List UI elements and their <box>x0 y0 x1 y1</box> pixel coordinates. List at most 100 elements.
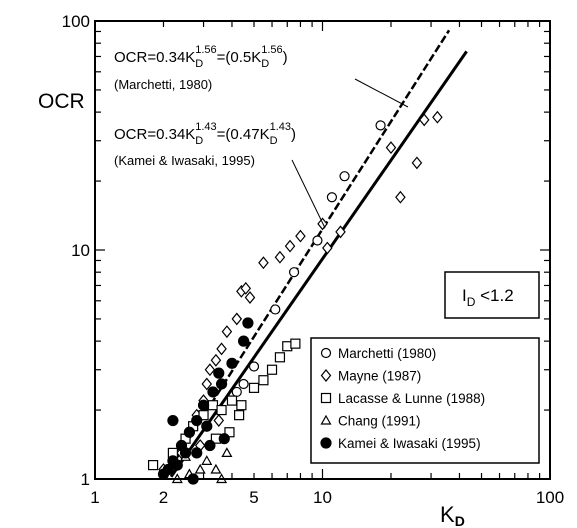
legend-marker <box>320 414 332 425</box>
marchetti-eq-mid: =(0.5K <box>217 49 262 66</box>
data-point-marchetti-1980 <box>231 386 242 398</box>
x-tick-label: 2 <box>159 488 168 507</box>
kamei-leader-line <box>291 159 326 229</box>
condition-label: ID <1.2 <box>462 286 514 309</box>
kamei-source: (Kamei & Iwasaki, 1995) <box>114 153 255 168</box>
kamei-eq-suffix: ) <box>291 126 296 143</box>
legend: Marchetti (1980) Mayne (1987) Lacasse & Lu… <box>310 337 540 464</box>
y-tick-label: 10 <box>71 241 90 260</box>
x-tick-label: 1 <box>90 488 99 507</box>
kamei-eq-sup1: 1.43 <box>195 121 216 133</box>
data-point-mayne-1987 <box>221 325 233 339</box>
condition-suffix: <1.2 <box>475 286 513 305</box>
legend-label: Chang (1991) <box>338 414 421 429</box>
legend-entry-marchetti-1980: Marchetti (1980) <box>320 346 436 361</box>
data-point-mayne-1987 <box>231 312 243 326</box>
data-point-lacasse-lunne-1988 <box>274 352 286 363</box>
condition-box <box>444 271 540 319</box>
marchetti-eq-suffix: ) <box>283 49 288 66</box>
data-point-lacasse-lunne-1988 <box>234 410 245 421</box>
data-point-kamei-iwasaki-1995 <box>197 399 210 411</box>
data-point-mayne-1987 <box>244 291 256 304</box>
kamei-eq-sub1: D <box>195 135 203 147</box>
legend-marker <box>320 369 332 382</box>
data-point-lacasse-lunne-1988 <box>226 395 238 406</box>
x-tick-label: 100 <box>536 488 564 507</box>
data-point-kamei-iwasaki-1995 <box>213 367 225 379</box>
data-point-marchetti-1980 <box>375 120 386 131</box>
data-point-lacasse-lunne-1988 <box>248 382 260 393</box>
data-point-lacasse-lunne-1988 <box>236 400 247 411</box>
series-kamei-iwasaki-1995 <box>157 317 254 485</box>
marchetti-leader-line <box>354 78 409 108</box>
axis-ticks: 1 2 5 10 100 1 10 100 <box>62 12 565 507</box>
data-point-mayne-1987 <box>204 363 216 377</box>
data-point-lacasse-lunne-1988 <box>216 404 227 416</box>
legend-label: Kamei & Iwasaki (1995) <box>338 436 481 451</box>
kamei-equation: OCR=0.34KD1.43=(0.47KD1.43) <box>114 121 296 147</box>
condition-sub: D <box>467 295 476 309</box>
kamei-eq-mid: =(0.47K <box>217 126 270 143</box>
legend-marker <box>320 392 332 404</box>
data-point-lacasse-lunne-1988 <box>290 338 301 349</box>
legend-label: Lacasse & Lunne (1988) <box>338 391 485 406</box>
marchetti-eq-sub2: D <box>261 58 269 70</box>
legend-frame <box>310 337 540 464</box>
data-point-mayne-1987 <box>385 141 397 155</box>
data-point-mayne-1987 <box>216 342 227 356</box>
data-point-marchetti-1980 <box>238 378 249 390</box>
marchetti-eq-sup2: 1.56 <box>261 44 282 56</box>
legend-label: Marchetti (1980) <box>338 346 436 361</box>
x-axis-label: KD <box>440 502 465 528</box>
data-point-kamei-iwasaki-1995 <box>215 378 228 390</box>
data-point-mayne-1987 <box>322 241 333 255</box>
data-point-kamei-iwasaki-1995 <box>171 459 183 471</box>
legend-entry-chang-1991: Chang (1991) <box>320 414 421 429</box>
data-point-kamei-iwasaki-1995 <box>242 317 254 329</box>
data-point-mayne-1987 <box>284 239 296 253</box>
data-point-lacasse-lunne-1988 <box>258 375 269 386</box>
data-point-chang-1991 <box>210 463 222 474</box>
data-point-kamei-iwasaki-1995 <box>204 439 216 452</box>
data-point-kamei-iwasaki-1995 <box>201 420 213 432</box>
data-point-mayne-1987 <box>210 353 222 367</box>
marchetti-eq-prefix: OCR=0.34K <box>114 49 195 66</box>
data-point-kamei-iwasaki-1995 <box>179 447 192 459</box>
x-tick-label: 10 <box>313 488 332 507</box>
data-point-kamei-iwasaki-1995 <box>218 433 230 445</box>
condition-prefix: I <box>462 286 467 305</box>
marchetti-equation: OCR=0.34KD1.56=(0.5KD1.56) <box>114 44 288 70</box>
data-point-lacasse-lunne-1988 <box>207 400 219 411</box>
data-point-kamei-iwasaki-1995 <box>191 447 203 459</box>
y-tick-label: 100 <box>62 12 90 31</box>
kamei-eq-sub2: D <box>270 135 278 147</box>
data-point-mayne-1987 <box>335 225 346 239</box>
data-point-lacasse-lunne-1988 <box>266 364 278 375</box>
marchetti-eq-sub1: D <box>195 58 203 70</box>
data-point-mayne-1987 <box>240 281 252 295</box>
data-point-kamei-iwasaki-1995 <box>226 357 238 369</box>
legend-marker <box>320 347 332 359</box>
data-points <box>147 110 443 485</box>
data-point-chang-1991 <box>221 447 233 458</box>
data-point-mayne-1987 <box>432 110 443 124</box>
y-tick-label: 1 <box>81 470 90 489</box>
kamei-eq-prefix: OCR=0.34K <box>114 126 195 143</box>
data-point-mayne-1987 <box>411 156 423 170</box>
series-lacasse-lunne-1988 <box>147 338 301 471</box>
data-point-marchetti-1980 <box>248 361 260 372</box>
y-axis-label: OCR <box>38 90 85 113</box>
data-point-mayne-1987 <box>418 113 430 127</box>
data-point-mayne-1987 <box>258 256 269 270</box>
data-point-mayne-1987 <box>295 229 306 243</box>
x-tick-label: 5 <box>249 488 258 507</box>
data-point-chang-1991 <box>201 455 213 465</box>
series-marchetti-1980 <box>231 120 386 398</box>
marchetti-eq-sup1: 1.56 <box>195 44 216 56</box>
legend-entry-lacasse-lunne-1988: Lacasse & Lunne (1988) <box>320 391 485 406</box>
data-point-kamei-iwasaki-1995 <box>167 414 179 427</box>
data-point-kamei-iwasaki-1995 <box>207 386 219 398</box>
data-point-marchetti-1980 <box>339 171 350 182</box>
data-point-mayne-1987 <box>274 250 286 264</box>
